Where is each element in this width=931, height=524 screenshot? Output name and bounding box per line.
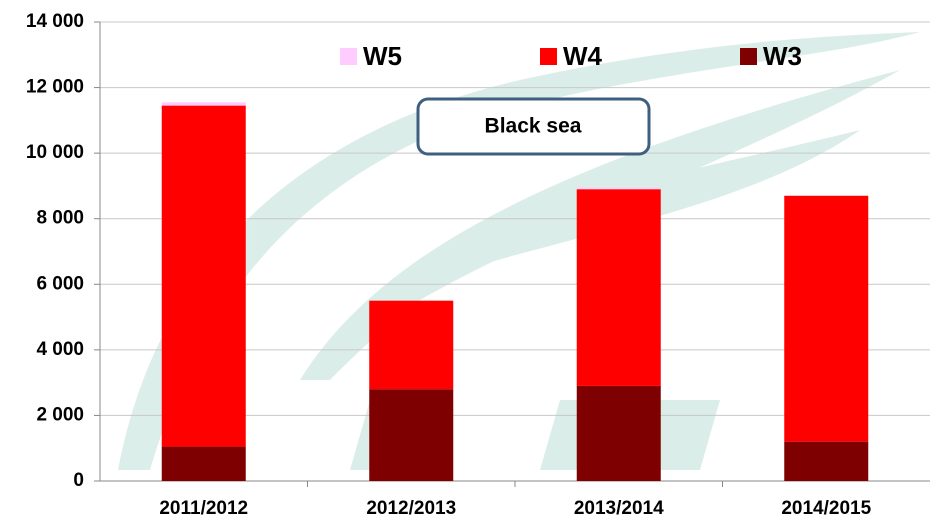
bar-segment bbox=[162, 106, 246, 447]
x-tick-label: 2012/2013 bbox=[366, 498, 456, 519]
x-tick-label: 2013/2014 bbox=[574, 498, 664, 519]
bar-segment bbox=[369, 389, 453, 481]
bar-segment bbox=[784, 442, 868, 481]
y-tick-label: 0 bbox=[73, 470, 84, 491]
legend-label: W4 bbox=[563, 41, 603, 71]
bar-segment bbox=[369, 301, 453, 390]
bar-segment bbox=[577, 188, 661, 190]
legend-label: W3 bbox=[763, 41, 802, 71]
y-tick-label: 6 000 bbox=[36, 273, 84, 294]
legend-swatch bbox=[740, 48, 757, 65]
bar-segment bbox=[162, 102, 246, 105]
bar-segment bbox=[162, 447, 246, 481]
y-tick-label: 4 000 bbox=[36, 339, 84, 360]
y-tick-label: 12 000 bbox=[26, 77, 84, 98]
x-tick-label: 2014/2015 bbox=[781, 498, 871, 519]
y-tick-label: 14 000 bbox=[26, 11, 84, 32]
bar-segment bbox=[577, 189, 661, 386]
chart: 0 2 000 4 000 6 000 8 000 10 000 12 000 14 000 2… bbox=[0, 0, 931, 524]
legend-label: W5 bbox=[363, 41, 402, 71]
y-tick-label: 10 000 bbox=[26, 142, 84, 163]
x-tick-label: 2011/2012 bbox=[159, 498, 248, 519]
annotation: Black sea bbox=[485, 115, 582, 138]
y-tick-label: 2 000 bbox=[36, 404, 84, 425]
legend-swatch bbox=[540, 48, 557, 65]
legend-swatch bbox=[340, 48, 357, 65]
y-tick-label: 8 000 bbox=[36, 208, 84, 229]
bar-segment bbox=[577, 386, 661, 481]
bar-segment bbox=[784, 196, 868, 442]
